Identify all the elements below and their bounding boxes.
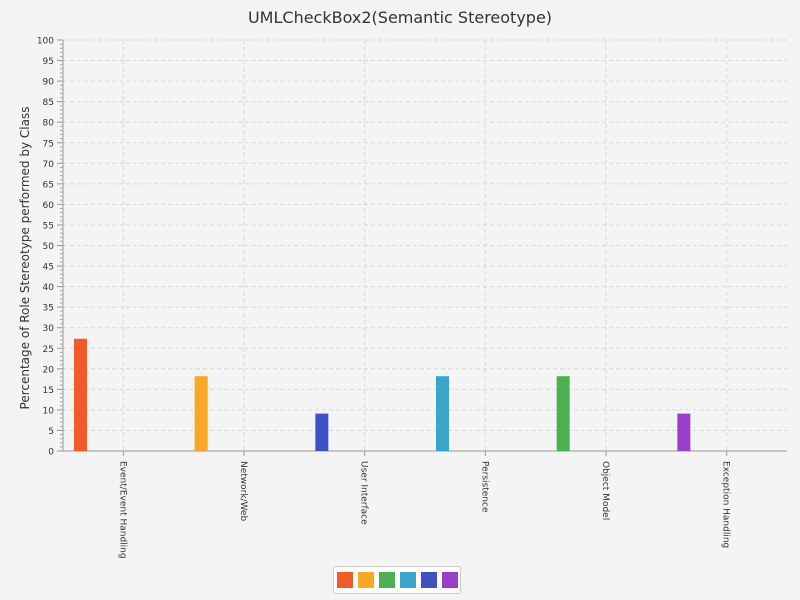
x-tick-label: Exception Handling — [721, 461, 731, 548]
y-tick-label: 90 — [43, 78, 55, 88]
y-axis-label: Percentage of Role Stereotype performed … — [18, 107, 32, 410]
bar — [436, 376, 449, 451]
x-tick-label: Event/Event Handling — [117, 461, 127, 559]
chart-title: UMLCheckBox2(Semantic Stereotype) — [248, 8, 552, 27]
legend-swatch — [420, 572, 437, 588]
legend — [333, 566, 461, 594]
y-tick-label: 80 — [43, 119, 55, 129]
y-tick-label: 75 — [43, 139, 54, 149]
y-tick-label: 45 — [43, 263, 54, 273]
legend-swatch — [399, 572, 416, 588]
y-tick-label: 30 — [43, 324, 55, 334]
y-tick-label: 50 — [43, 242, 55, 252]
y-tick-label: 65 — [43, 180, 54, 190]
legend-swatch — [378, 572, 395, 588]
y-tick-label: 5 — [48, 427, 54, 437]
y-tick-label: 70 — [43, 160, 55, 170]
bar — [74, 338, 87, 451]
legend-swatch — [336, 572, 353, 588]
bars — [74, 338, 691, 451]
x-tick-label: Persistence — [479, 461, 489, 513]
axes — [57, 39, 787, 456]
y-tick-label: 15 — [43, 386, 54, 396]
y-tick-label: 85 — [43, 98, 54, 108]
x-tick-label: Network/Web — [238, 461, 248, 522]
x-tick-label: User Interface — [359, 461, 369, 525]
y-tick-label: 25 — [43, 345, 54, 355]
y-tick-label: 60 — [43, 201, 55, 211]
legend-swatch — [357, 572, 374, 588]
x-tick-label: Object Model — [600, 461, 610, 520]
y-tick-label: 0 — [48, 448, 54, 458]
y-ticks: 0 5 10 15 20 25 30 35 40 45 50 55 60 65 70 75 80 85 90 95 10… — [37, 37, 54, 458]
y-tick-label: 10 — [43, 406, 55, 416]
y-tick-label: 35 — [43, 304, 54, 314]
bar — [194, 376, 208, 451]
bar — [315, 413, 329, 451]
y-tick-label: 40 — [43, 283, 55, 293]
y-tick-label: 95 — [43, 57, 54, 67]
y-tick-label: 55 — [43, 221, 54, 231]
y-tick-label: 100 — [37, 37, 54, 47]
bar — [556, 376, 570, 451]
y-tick-label: 20 — [43, 365, 55, 375]
grid — [63, 39, 787, 451]
x-ticks: Event/Event Handling Network/Web User Inte… — [117, 461, 730, 559]
legend-swatch — [441, 572, 458, 588]
bar — [677, 413, 691, 451]
